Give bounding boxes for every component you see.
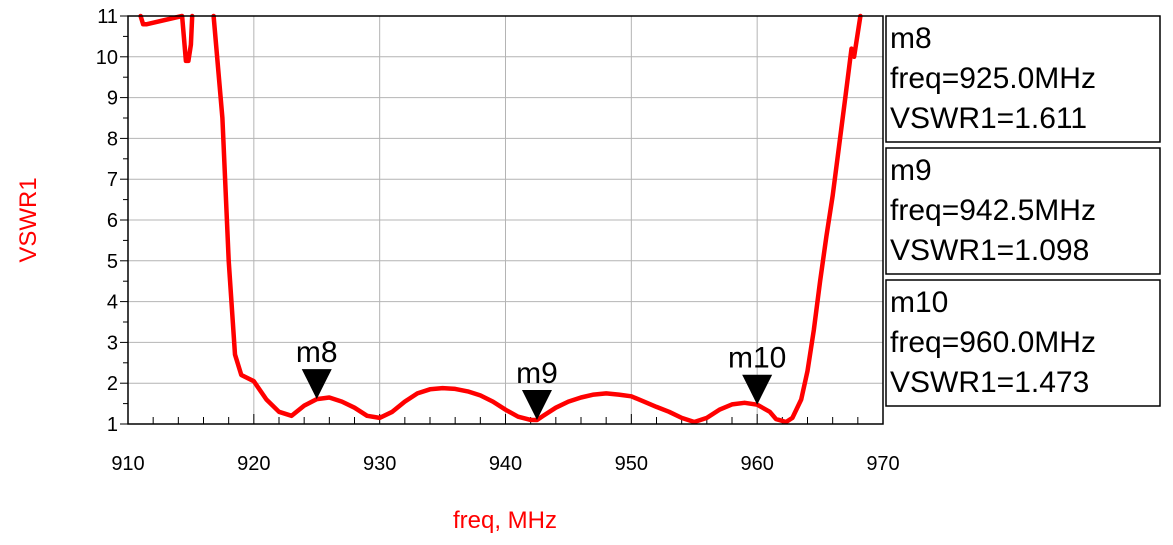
y-tick-label: 5 — [107, 251, 118, 273]
m9-readout-line: freq=942.5MHz — [890, 194, 1096, 227]
m8-readout-line: m8 — [890, 22, 932, 55]
y-tick-label: 2 — [107, 373, 118, 395]
vswr-trace — [138, 13, 863, 425]
y-tick-label: 3 — [107, 332, 118, 354]
x-tick-label: 970 — [866, 453, 899, 475]
m9-readout-box — [885, 147, 1161, 275]
x-tick-label: 960 — [740, 453, 773, 475]
m8-readout-box — [885, 15, 1161, 143]
markers: m8 m9 m10 — [296, 336, 786, 421]
y-tick-label: 7 — [107, 169, 118, 191]
plot-frame — [127, 15, 884, 425]
y-tick-label: 6 — [107, 210, 118, 232]
x-tick-label: 930 — [363, 453, 396, 475]
x-tick-label: 940 — [489, 453, 522, 475]
y-tick-label: 10 — [96, 47, 118, 69]
x-tick-label: 950 — [615, 453, 648, 475]
m10-readout-box — [885, 279, 1161, 407]
m9-readout-line: m9 — [890, 154, 932, 187]
y-tick-label: 1 — [107, 414, 118, 436]
y-tick-label: 11 — [97, 6, 118, 28]
m8-readout-line: freq=925.0MHz — [890, 62, 1096, 95]
y-tick-label: 9 — [107, 88, 118, 110]
x-axis-title: freq, MHz — [453, 507, 557, 534]
m8-readout-line: VSWR1=1.611 — [890, 102, 1087, 135]
y-tick-label: 4 — [107, 292, 118, 314]
x-tick-label: 910 — [111, 453, 144, 475]
m10-readout-line: m10 — [890, 286, 948, 319]
m9-marker-label: m9 — [516, 357, 558, 390]
m10-readout-line: VSWR1=1.473 — [890, 366, 1089, 399]
vswr-trace-segment — [138, 13, 195, 64]
vswr-trace-segment — [211, 13, 863, 425]
m9-readout-line: VSWR1=1.098 — [890, 234, 1089, 267]
y-tick-label: 8 — [107, 128, 118, 150]
m10-readout-line: freq=960.0MHz — [890, 326, 1096, 359]
m10-marker-triangle[interactable] — [742, 374, 773, 405]
m8-marker-label: m8 — [296, 336, 338, 369]
m9-marker-triangle[interactable] — [521, 390, 552, 421]
y-axis-title: VSWR1 — [15, 177, 42, 262]
marker-readouts: m8 freq=925.0MHz VSWR1=1.611 m9 freq=942.5MH… — [885, 15, 1161, 407]
x-tick-label: 920 — [237, 453, 270, 475]
m8-marker-triangle[interactable] — [301, 369, 332, 400]
m10-marker-label: m10 — [728, 342, 786, 375]
